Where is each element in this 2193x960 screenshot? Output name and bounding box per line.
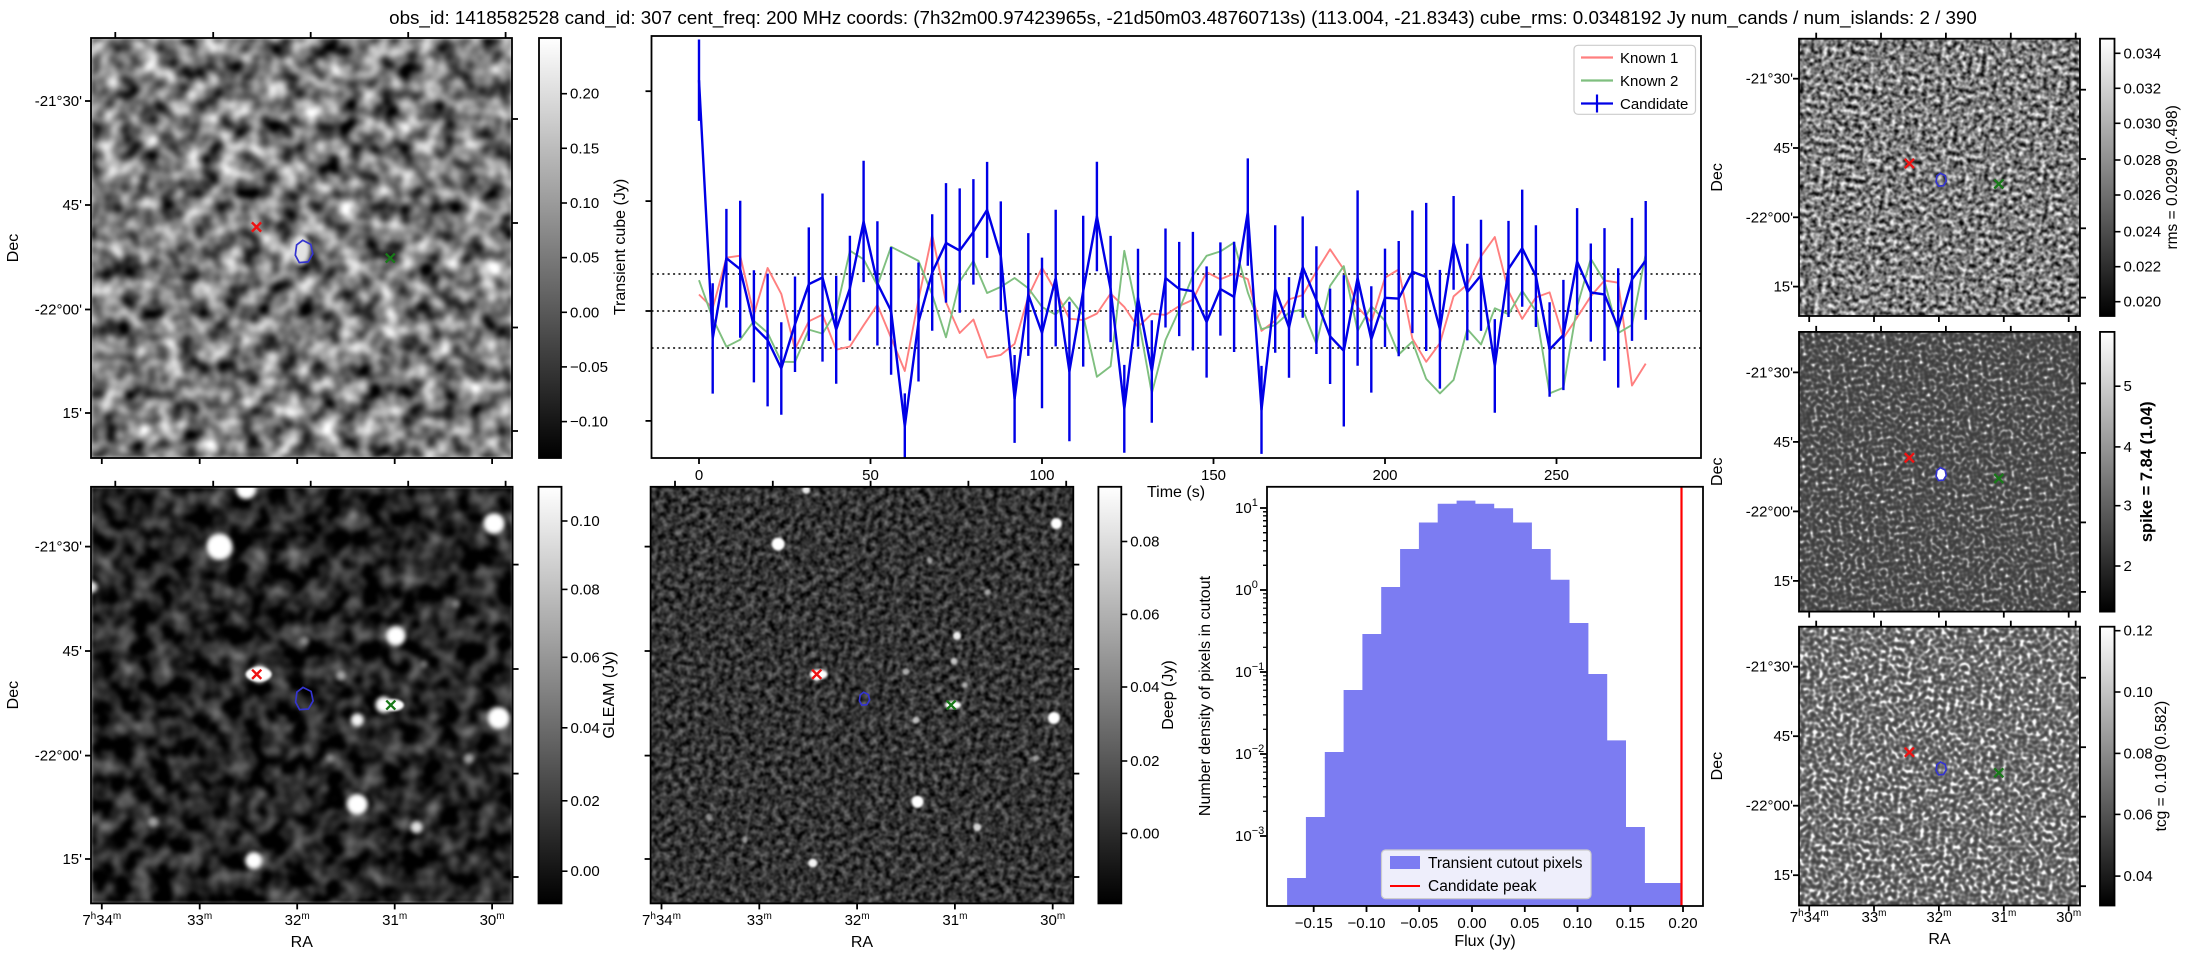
svg-text:Time (s): Time (s): [1147, 484, 1205, 501]
svg-text:0.05: 0.05: [1510, 915, 1539, 932]
svg-text:Deep (Jy): Deep (Jy): [1160, 660, 1177, 729]
svg-text:0.12: 0.12: [2124, 623, 2153, 640]
svg-text:250: 250: [1544, 467, 1569, 484]
svg-text:0.028: 0.028: [2124, 152, 2162, 169]
svg-text:RA: RA: [1928, 931, 1951, 948]
svg-text:15': 15': [1773, 867, 1793, 884]
svg-text:−0.05: −0.05: [1400, 915, 1438, 932]
svg-text:-21°30': -21°30': [35, 539, 82, 556]
svg-text:Number density of pixels in cu: Number density of pixels in cutout: [1197, 575, 1214, 816]
svg-text:0.10: 0.10: [1563, 915, 1592, 932]
svg-text:0.00: 0.00: [570, 304, 599, 321]
svg-text:0.15: 0.15: [570, 140, 599, 157]
svg-text:Transient cutout pixels: Transient cutout pixels: [1428, 855, 1583, 872]
svg-text:-21°30': -21°30': [1746, 71, 1793, 88]
svg-text:−0.05: −0.05: [570, 359, 608, 376]
svg-text:-22°00': -22°00': [35, 748, 82, 765]
svg-text:0.06: 0.06: [571, 649, 600, 666]
svg-text:0.08: 0.08: [1130, 534, 1159, 551]
svg-text:-22°00': -22°00': [1746, 503, 1793, 520]
svg-text:0.05: 0.05: [570, 250, 599, 267]
svg-text:Transient cube (Jy): Transient cube (Jy): [612, 179, 629, 315]
svg-text:0.02: 0.02: [1130, 753, 1159, 770]
svg-text:RA: RA: [291, 934, 314, 951]
svg-text:-21°30': -21°30': [35, 93, 82, 110]
svg-text:0.00: 0.00: [571, 863, 600, 880]
svg-text:3: 3: [2124, 498, 2132, 515]
svg-text:GLEAM (Jy): GLEAM (Jy): [601, 651, 618, 738]
svg-text:45': 45': [1773, 140, 1793, 157]
svg-text:-22°00': -22°00': [1746, 209, 1793, 226]
svg-text:4: 4: [2124, 439, 2132, 456]
svg-text:-22°00': -22°00': [1746, 798, 1793, 815]
svg-text:0.020: 0.020: [2124, 294, 2162, 311]
svg-text:15': 15': [62, 405, 82, 422]
svg-text:0.032: 0.032: [2124, 80, 2162, 97]
svg-text:−0.10: −0.10: [570, 414, 608, 431]
svg-text:0.030: 0.030: [2124, 115, 2162, 132]
svg-text:Flux (Jy): Flux (Jy): [1454, 933, 1515, 950]
svg-text:5: 5: [2124, 378, 2132, 395]
svg-text:15': 15': [1773, 279, 1793, 296]
svg-text:0.026: 0.026: [2124, 187, 2162, 204]
svg-text:Dec: Dec: [5, 681, 22, 709]
svg-text:Known 1: Known 1: [1620, 50, 1678, 67]
svg-text:0.06: 0.06: [2124, 806, 2153, 823]
svg-text:0.10: 0.10: [2124, 684, 2153, 701]
svg-text:0.04: 0.04: [1130, 679, 1159, 696]
svg-text:0.08: 0.08: [2124, 745, 2153, 762]
svg-text:Candidate peak: Candidate peak: [1428, 878, 1537, 895]
svg-text:100: 100: [1029, 467, 1054, 484]
svg-text:Dec: Dec: [1709, 752, 1726, 780]
svg-text:45': 45': [1773, 728, 1793, 745]
svg-text:200: 200: [1372, 467, 1397, 484]
svg-text:0: 0: [695, 467, 703, 484]
svg-text:-21°30': -21°30': [1746, 659, 1793, 676]
svg-text:0.00: 0.00: [1130, 825, 1159, 842]
svg-text:2: 2: [2124, 558, 2132, 575]
svg-text:0.20: 0.20: [1668, 915, 1697, 932]
svg-text:0.022: 0.022: [2124, 259, 2162, 276]
svg-text:0.04: 0.04: [2124, 868, 2153, 885]
svg-text:-21°30': -21°30': [1746, 364, 1793, 381]
svg-text:50: 50: [862, 467, 879, 484]
svg-text:15': 15': [62, 851, 82, 868]
svg-text:0.02: 0.02: [571, 793, 600, 810]
svg-text:Known 2: Known 2: [1620, 73, 1678, 90]
svg-text:45': 45': [62, 643, 82, 660]
svg-text:0.06: 0.06: [1130, 606, 1159, 623]
svg-text:obs_id: 1418582528 cand_id: 30: obs_id: 1418582528 cand_id: 307 cent_fre…: [389, 7, 1977, 29]
svg-text:0.10: 0.10: [570, 195, 599, 212]
svg-text:Candidate: Candidate: [1620, 96, 1688, 113]
svg-text:0.04: 0.04: [571, 720, 600, 737]
svg-text:0.024: 0.024: [2124, 224, 2162, 241]
svg-text:−0.10: −0.10: [1348, 915, 1386, 932]
svg-text:45': 45': [62, 197, 82, 214]
svg-text:45': 45': [1773, 434, 1793, 451]
svg-text:−0.15: −0.15: [1295, 915, 1333, 932]
svg-text:0.00: 0.00: [1457, 915, 1486, 932]
svg-text:15': 15': [1773, 573, 1793, 590]
svg-text:RA: RA: [851, 934, 874, 951]
svg-text:0.15: 0.15: [1616, 915, 1645, 932]
svg-text:150: 150: [1201, 467, 1226, 484]
svg-text:0.08: 0.08: [571, 581, 600, 598]
svg-text:0.10: 0.10: [571, 513, 600, 530]
svg-text:rms = 0.0299 (0.498): rms = 0.0299 (0.498): [2164, 105, 2181, 249]
svg-text:-22°00': -22°00': [35, 302, 82, 319]
svg-text:Dec: Dec: [5, 234, 22, 262]
svg-text:Dec: Dec: [1709, 163, 1726, 191]
svg-text:Dec: Dec: [1709, 458, 1726, 486]
svg-text:0.20: 0.20: [570, 86, 599, 103]
svg-text:0.034: 0.034: [2124, 45, 2162, 62]
svg-text:tcg = 0.109 (0.582): tcg = 0.109 (0.582): [2153, 701, 2170, 832]
svg-text:spike = 7.84 (1.04): spike = 7.84 (1.04): [2138, 401, 2156, 542]
